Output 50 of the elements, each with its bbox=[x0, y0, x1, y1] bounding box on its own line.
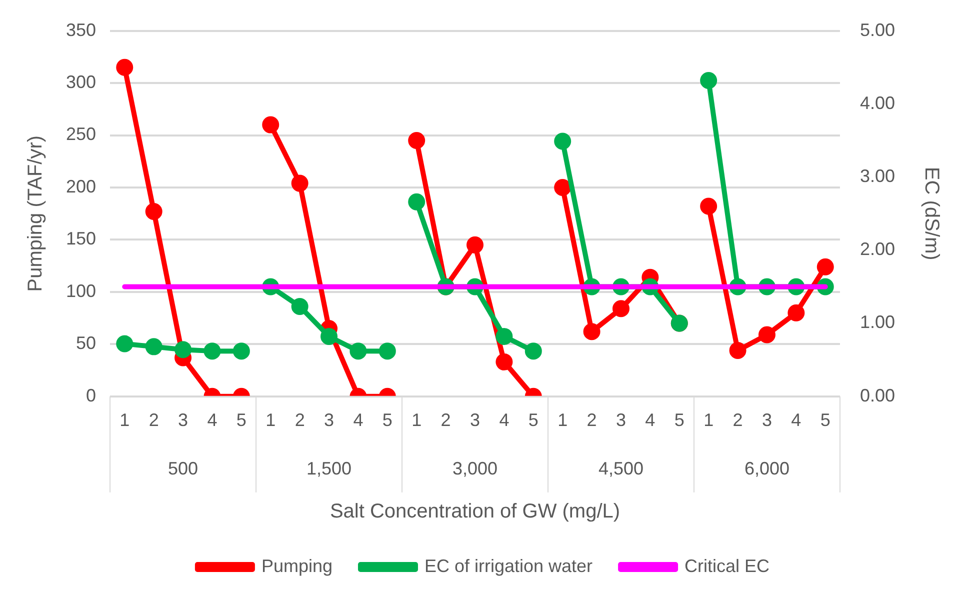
y-axis-title: Pumping (TAF/yr) bbox=[24, 135, 47, 292]
x-tick-label: 3 bbox=[470, 410, 480, 430]
text: 1,500 bbox=[306, 458, 352, 478]
x-tick-label: 2 bbox=[294, 410, 305, 430]
x-tick-label: 4 bbox=[353, 410, 364, 430]
y-tick-label: 250 bbox=[66, 124, 96, 144]
x-tick-label: 1 bbox=[704, 410, 714, 430]
x-tick-label: 4 bbox=[791, 410, 802, 430]
x-tick-label: 5 bbox=[236, 410, 246, 430]
x-tick-label: 1 bbox=[120, 410, 130, 430]
x-tick-label: 5 bbox=[820, 410, 830, 430]
x-tick-label: 2 bbox=[586, 410, 597, 430]
x-tick-label: 1 bbox=[266, 410, 276, 430]
x-tick-label: 4 bbox=[645, 410, 656, 430]
y-tick-label: 100 bbox=[66, 280, 96, 301]
x-tick-label: 3 bbox=[762, 410, 772, 430]
text: 3,000 bbox=[452, 458, 498, 478]
x-tick-label: 5 bbox=[674, 410, 684, 430]
y2-axis-title: EC (dS/m) bbox=[920, 166, 942, 260]
y2-tick-label: 3.00 bbox=[860, 166, 896, 186]
x-axis-title: Salt Concentration of GW (mg/L) bbox=[330, 500, 620, 523]
x-tick-label: 5 bbox=[528, 410, 538, 430]
legend-label: EC of irrigation water bbox=[424, 556, 593, 576]
y2-tick-label: 4.00 bbox=[860, 92, 896, 113]
legend-label: Critical EC bbox=[684, 556, 770, 576]
x-tick-label: 4 bbox=[499, 410, 510, 430]
text: 6,000 bbox=[744, 458, 790, 478]
x-tick-label: 3 bbox=[616, 410, 626, 430]
x-tick-label: 3 bbox=[324, 410, 334, 430]
x-tick-label: 2 bbox=[440, 410, 451, 430]
x-tick-label: 3 bbox=[178, 410, 188, 430]
y-tick-label: 300 bbox=[66, 72, 96, 92]
y2-tick-label: 2.00 bbox=[860, 239, 896, 260]
x-tick-label: 1 bbox=[412, 410, 422, 430]
y-tick-label: 150 bbox=[66, 228, 96, 249]
text: 4,500 bbox=[598, 458, 644, 478]
y-tick-label: 200 bbox=[66, 176, 96, 196]
y-tick-label: 350 bbox=[66, 20, 96, 40]
x-tick-label: 1 bbox=[558, 410, 568, 430]
x-tick-label: 4 bbox=[207, 410, 218, 430]
text: 500 bbox=[168, 458, 198, 478]
x-tick-label: 2 bbox=[732, 410, 743, 430]
y2-tick-label: 1.00 bbox=[860, 312, 896, 332]
y-tick-label: 0 bbox=[86, 385, 96, 406]
x-tick-label: 2 bbox=[148, 410, 159, 430]
y2-tick-label: 0.00 bbox=[860, 385, 896, 406]
x-tick-label: 5 bbox=[382, 410, 392, 430]
y2-tick-label: 5.00 bbox=[860, 20, 896, 40]
legend-label: Pumping bbox=[261, 556, 332, 576]
y-tick-label: 50 bbox=[76, 333, 96, 354]
